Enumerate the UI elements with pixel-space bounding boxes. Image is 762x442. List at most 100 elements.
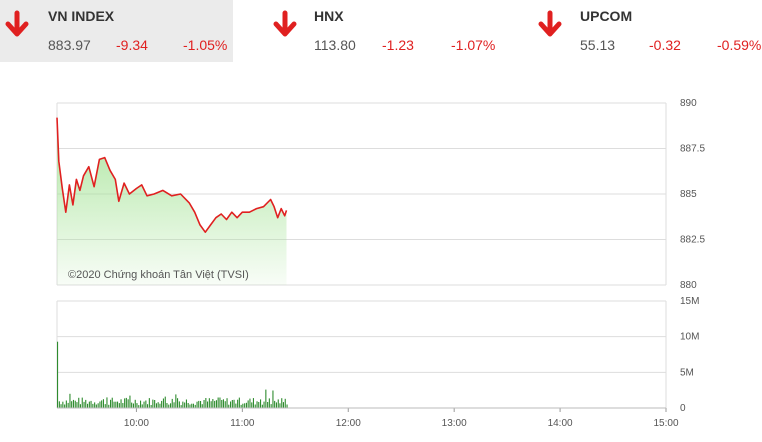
volume-bar [102, 399, 104, 408]
volume-bar [261, 404, 263, 408]
index-percent: -1.07% [451, 37, 496, 53]
price-area [57, 117, 287, 285]
time-tick-label: 12:00 [336, 418, 361, 429]
volume-bar [62, 401, 64, 408]
volume-bar [131, 402, 133, 408]
volume-bar [175, 394, 177, 408]
arrow-down-icon [273, 10, 297, 37]
index-percent: -1.05% [183, 37, 228, 53]
volume-bar [201, 404, 203, 408]
index-change: -9.34 [116, 37, 148, 53]
volume-bar [224, 401, 226, 408]
volume-tick-label: 5M [680, 367, 694, 378]
volume-bar [104, 404, 106, 408]
volume-bar [85, 399, 87, 408]
volume-tick-label: 10M [680, 332, 699, 343]
volume-bar [282, 402, 284, 408]
volume-bar [101, 400, 103, 408]
volume-bar [170, 403, 172, 408]
time-tick-label: 14:00 [548, 418, 573, 429]
volume-bar [152, 399, 154, 408]
volume-bar [117, 401, 119, 408]
volume-bar [277, 399, 279, 408]
volume-bar [127, 399, 129, 408]
volume-bar [242, 403, 244, 408]
volume-bar [74, 400, 76, 408]
index-name: HNX [314, 8, 344, 24]
index-name: VN INDEX [48, 8, 115, 24]
volume-bar [252, 398, 254, 408]
volume-bar [124, 398, 126, 408]
volume-bar [72, 399, 74, 408]
volume-bar [92, 403, 94, 408]
volume-bar [215, 400, 217, 408]
tab-vn-index[interactable]: VN INDEX 883.97 -9.34 -1.05% [0, 0, 233, 62]
volume-bar [189, 404, 191, 408]
tab-hnx[interactable]: HNX 113.80 -1.23 -1.07% [268, 0, 508, 62]
volume-bar [162, 398, 164, 408]
index-value: 883.97 [48, 37, 91, 53]
price-tick-label: 880 [680, 280, 697, 291]
volume-bar [148, 398, 150, 408]
volume-bar [274, 400, 276, 408]
volume-bar [79, 404, 81, 408]
volume-bar [171, 398, 173, 408]
volume-bar [78, 397, 80, 408]
volume-bar [240, 404, 242, 408]
volume-bar [118, 403, 120, 408]
volume-bar [275, 402, 277, 408]
volume-bar [65, 400, 67, 408]
volume-bar [177, 398, 179, 408]
volume-bar [157, 402, 159, 408]
price-tick-label: 885 [680, 189, 697, 200]
volume-bar [71, 401, 73, 408]
volume-bar [251, 402, 253, 408]
volume-bar [222, 399, 224, 408]
volume-bar [115, 401, 117, 408]
volume-bar [88, 401, 90, 408]
volume-bar [217, 397, 219, 408]
volume-bar [164, 396, 166, 408]
volume-bar [235, 403, 237, 408]
volume-bar [191, 403, 193, 408]
volume-bar [122, 403, 124, 408]
volume-bar [196, 401, 198, 408]
volume-bar [67, 402, 69, 408]
volume-bar [83, 401, 85, 408]
tab-upcom[interactable]: UPCOM 55.13 -0.32 -0.59% [533, 0, 762, 62]
price-panel: 890 887.5 885 882.5 880 [56, 98, 705, 291]
volume-bar [138, 405, 140, 408]
volume-bar [180, 405, 182, 408]
volume-bar [90, 400, 92, 408]
volume-bar [226, 398, 228, 408]
index-change: -1.23 [382, 37, 414, 53]
volume-bar [125, 397, 127, 408]
volume-bar [233, 399, 235, 408]
volume-bar [284, 398, 286, 408]
time-tick-label: 13:00 [442, 418, 467, 429]
volume-bar [110, 399, 112, 408]
volume-bar [134, 399, 136, 408]
price-line [56, 117, 288, 233]
volume-bar [95, 404, 97, 408]
volume-bar [214, 400, 216, 408]
volume-bar [120, 399, 122, 408]
volume-bar [270, 404, 272, 408]
volume-bar [99, 401, 101, 408]
volume-bar [145, 400, 147, 408]
index-tabs: VN INDEX 883.97 -9.34 -1.05% HNX 113.80 … [0, 0, 762, 62]
volume-bar [254, 404, 256, 408]
volume-bar [268, 398, 270, 408]
volume-bar [141, 404, 143, 408]
volume-bar [187, 403, 189, 408]
volume-bar [238, 397, 240, 408]
volume-bar [136, 403, 138, 408]
volume-bar [203, 400, 205, 408]
volume-bar [161, 400, 163, 408]
volume-bar [258, 402, 260, 408]
volume-tick-label: 0 [680, 403, 686, 414]
volume-bar [244, 403, 246, 408]
volume-bar [194, 404, 196, 408]
volume-bar [267, 402, 269, 408]
volume-bar [200, 401, 202, 408]
